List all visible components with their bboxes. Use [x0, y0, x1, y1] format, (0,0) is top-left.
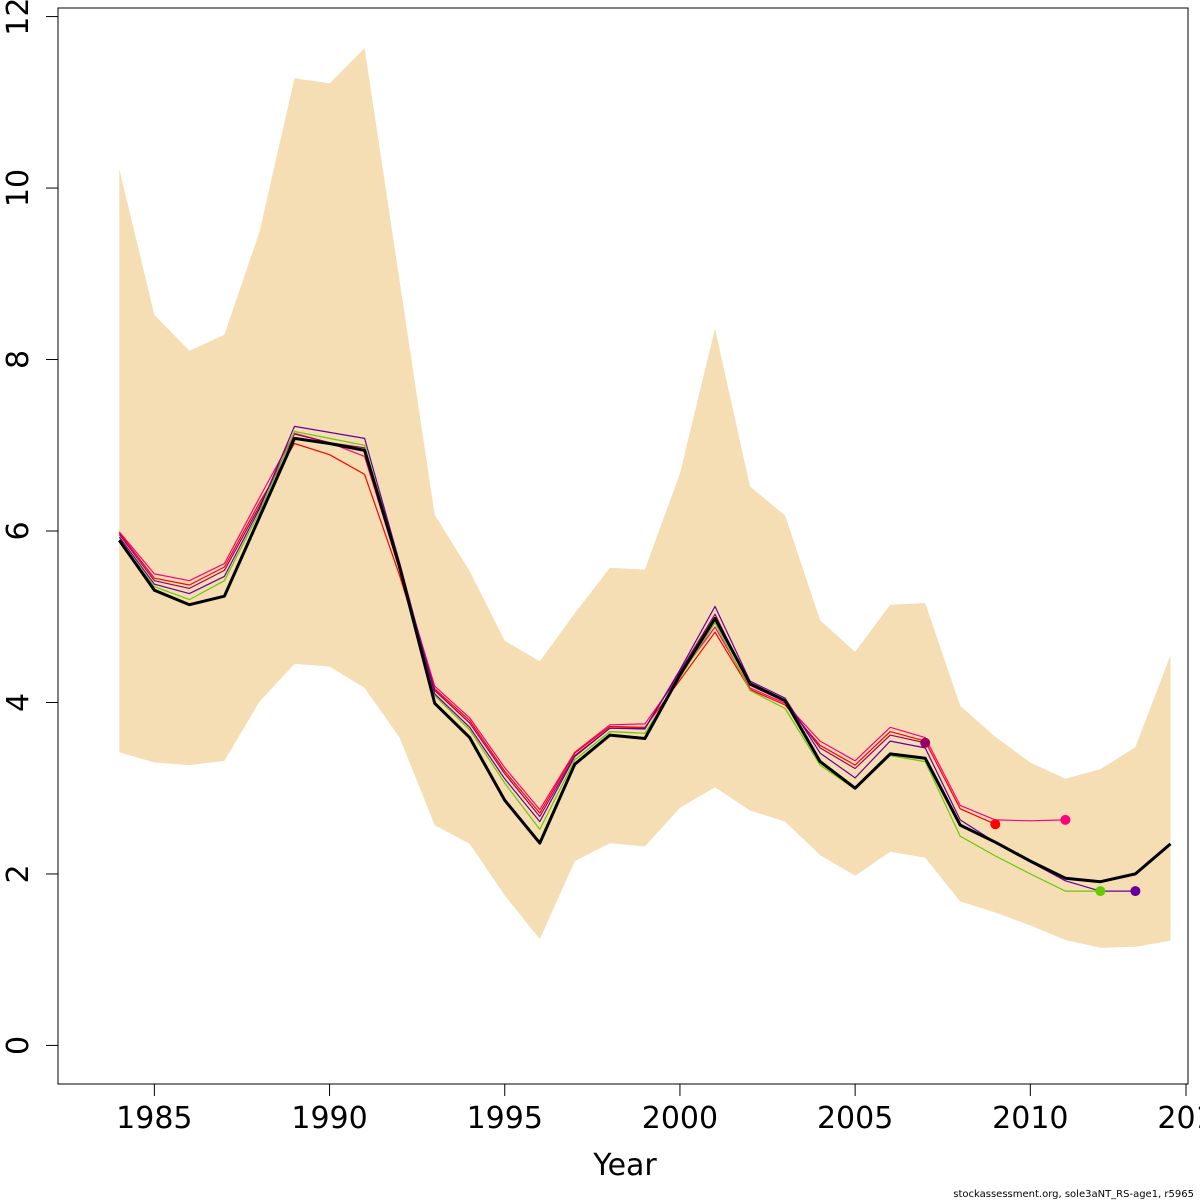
x-tick-label-3: 2000	[642, 1101, 718, 1136]
series-line-3	[118, 430, 1101, 892]
series-end-point-3	[1095, 886, 1106, 897]
series-end-point-0	[1060, 814, 1071, 825]
x-tick-label-2: 1995	[467, 1101, 543, 1136]
y-tick-label-5: 10	[1, 169, 36, 207]
y-tick-label-6: 12	[1, 0, 36, 36]
x-axis-title: Year	[592, 1148, 657, 1183]
x-tick-label-1: 1990	[291, 1101, 367, 1136]
x-tick-label-4: 2005	[817, 1101, 893, 1136]
confidence-band	[119, 48, 1171, 948]
y-tick-label-4: 8	[1, 350, 36, 369]
series-line-0	[118, 432, 1066, 822]
y-tick-label-0: 0	[1, 1036, 36, 1055]
series-end-point-1	[990, 819, 1001, 830]
y-axis: 0 2 4 6 8 10 12	[1, 0, 59, 1055]
series-end-point-4	[1130, 886, 1141, 897]
x-tick-label-5: 2010	[992, 1101, 1068, 1136]
y-tick-label-3: 6	[1, 521, 36, 540]
marker-layer	[920, 737, 1141, 897]
series-end-point-2	[920, 737, 931, 748]
x-axis: 1985 1990 1995 2000 2005 2010 201	[116, 1083, 1200, 1136]
series-line-5	[118, 436, 1172, 884]
series-line-4	[118, 425, 1136, 892]
y-tick-label-2: 4	[1, 693, 36, 712]
footer-credit: stockassessment.org, sole3aNT_RS-age1, r…	[953, 1189, 1194, 1200]
x-tick-label-0: 1985	[116, 1101, 192, 1136]
series-layer	[118, 425, 1172, 892]
y-tick-label-1: 2	[1, 864, 36, 883]
x-tick-label-6: 201	[1157, 1101, 1200, 1136]
confidence-band-layer	[119, 48, 1171, 948]
